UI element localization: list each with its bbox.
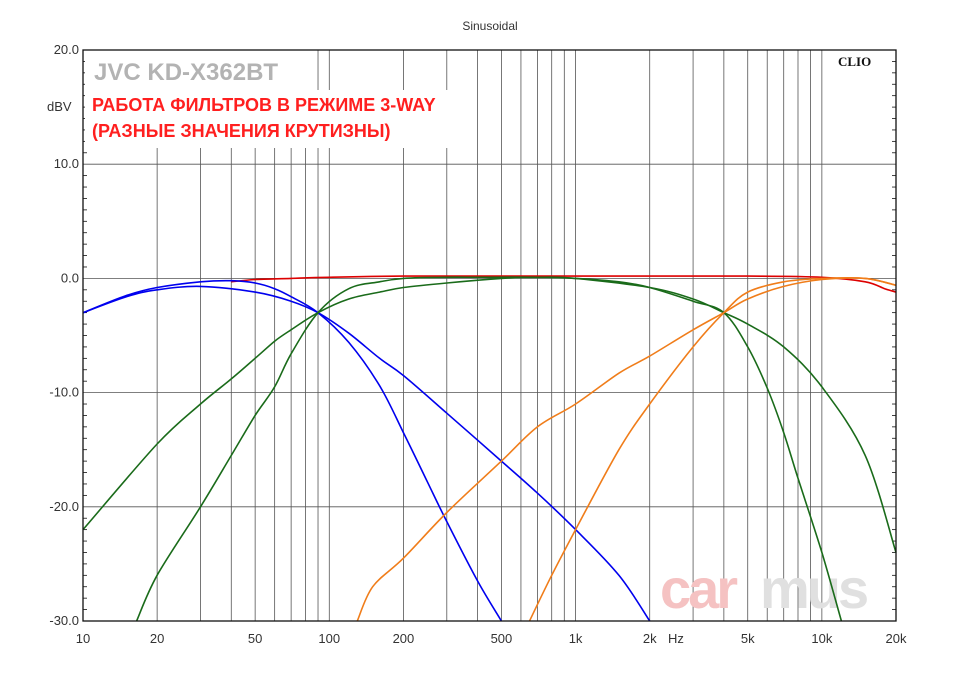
brand-label: JVC KD-X362BT [94,59,278,86]
x-tick-label: 20 [150,631,164,646]
x-tick-label: 2k [643,631,657,646]
watermark: car mus [660,557,870,620]
subtitle-line-1: РАБОТА ФИЛЬТРОВ В РЕЖИМЕ 3-WAY [92,95,436,115]
series-line-5 [82,276,897,553]
y-tick-label: 0.0 [61,270,79,285]
subtitle-line-2: (РАЗНЫЕ ЗНАЧЕНИЯ КРУТИЗНЫ) [92,121,391,141]
x-tick-labels: 10 20 50 100 200 500 1k 2k 5k 10k 20k [76,631,907,646]
watermark-part-mus: mus [760,557,867,620]
x-tick-label: 200 [393,631,415,646]
y-axis-unit: dBV [47,99,72,114]
series-line-2 [82,279,503,622]
y-tick-labels: 20.0 10.0 0.0 -10.0 -20.0 -30.0 [49,42,79,628]
y-tick-label: -30.0 [49,613,79,628]
x-tick-label: 50 [248,631,262,646]
subtitle-backdrop [85,90,465,148]
x-tick-label: 100 [318,631,340,646]
series-line-7 [528,276,897,622]
series-line-3 [82,285,651,622]
series-line-6 [356,277,897,622]
series-lines [82,275,897,622]
chart-title: Sinusoidal [462,19,517,33]
x-tick-label: 10k [811,631,832,646]
watermark-part-car: car [660,557,737,620]
y-tick-label: -20.0 [49,499,79,514]
brand-backdrop [85,48,313,90]
x-axis-unit: Hz [668,631,684,646]
y-tick-label: 20.0 [54,42,79,57]
x-tick-label: 10 [76,631,90,646]
x-tick-label: 20k [886,631,907,646]
y-tick-label: -10.0 [49,385,79,400]
y-tick-label: 10.0 [54,156,79,171]
plot-frame [82,49,897,622]
x-tick-label: 1k [569,631,583,646]
x-tick-label: 5k [741,631,755,646]
x-tick-label: 500 [491,631,513,646]
series-line-4 [135,276,843,622]
clio-logo: CLIO [838,54,871,69]
series-line-1 [231,275,897,293]
